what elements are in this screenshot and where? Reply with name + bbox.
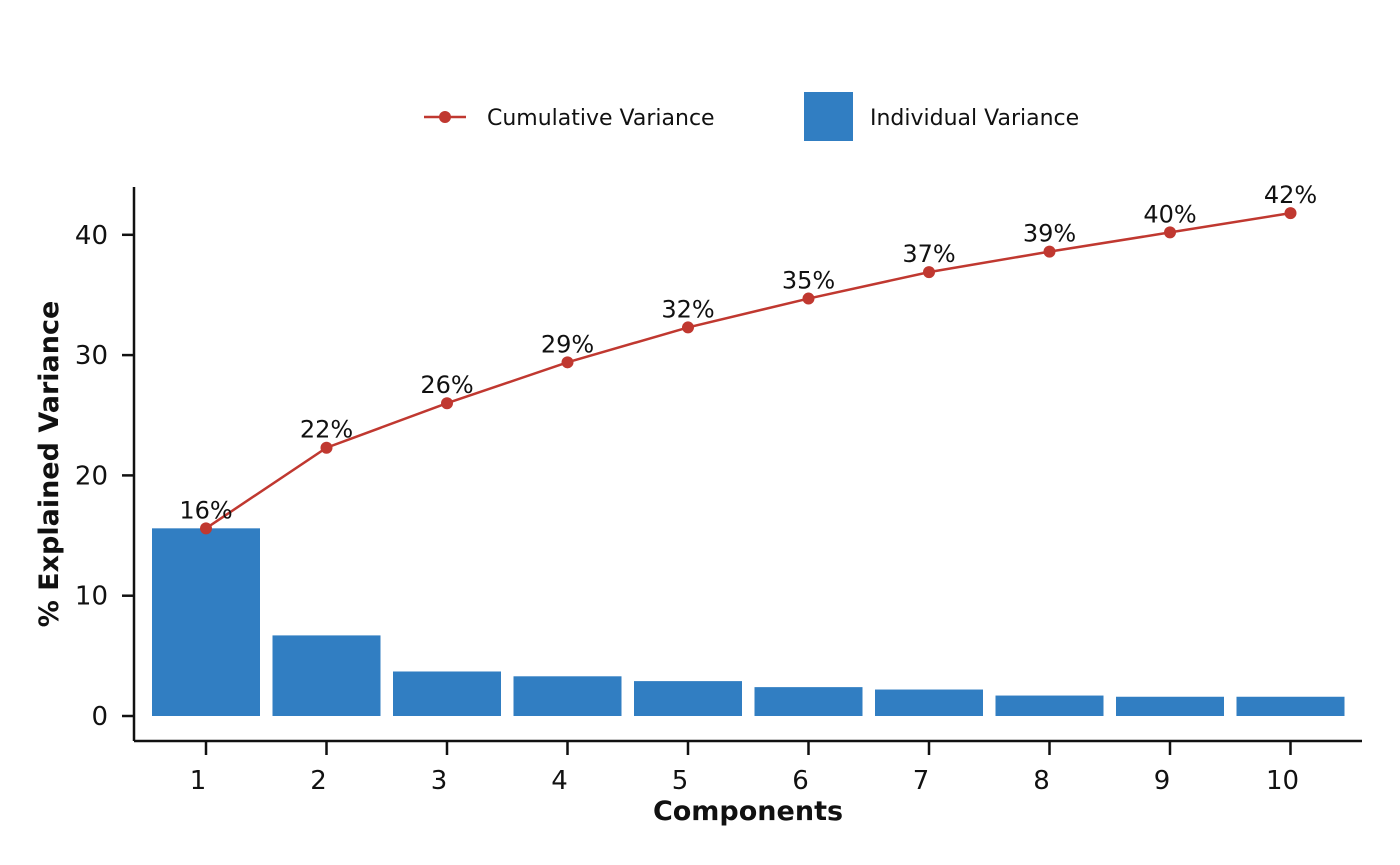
cumulative-label-10: 42% [1264,181,1317,209]
x-tick-label-9: 9 [1154,766,1171,796]
legend-individual-swatch [804,92,853,141]
bar-component-5 [634,681,742,716]
x-tick-label-6: 6 [792,766,809,796]
cumulative-point-10 [1284,207,1297,220]
bar-component-3 [393,671,501,716]
bar-component-7 [875,689,983,716]
cumulative-line-layer [200,207,1297,535]
cumulative-label-2: 22% [300,416,353,444]
bar-component-1 [152,528,260,716]
x-axis-title: Components [653,796,843,827]
bar-component-8 [995,695,1104,716]
cumulative-label-5: 32% [661,295,714,323]
cumulative-point-7 [923,266,935,279]
bars-layer [152,528,1345,716]
cumulative-label-7: 37% [902,240,955,268]
data-labels: 16% 22% 26% 29% 32% 35% 37% 39% 40% 42% [179,181,1317,524]
legend-individual-label: Individual Variance [870,106,1079,131]
legend-cumulative-marker [439,111,451,123]
y-tick-label-10: 10 [75,582,108,612]
cumulative-label-4: 29% [541,330,594,358]
cumulative-point-1 [200,522,212,535]
x-tick-label-4: 4 [551,766,568,796]
x-tick-label-2: 2 [310,766,327,796]
legend-cumulative-label: Cumulative Variance [487,106,715,131]
cumulative-point-6 [802,292,815,305]
cumulative-label-1: 16% [179,496,232,524]
x-tick-label-10: 10 [1266,766,1299,796]
cumulative-point-4 [561,356,574,369]
cumulative-label-9: 40% [1143,200,1196,228]
x-tick-label-8: 8 [1033,766,1050,796]
cumulative-point-8 [1043,245,1056,258]
bar-component-2 [272,635,381,716]
legend: Cumulative Variance Individual Variance [424,92,1079,141]
x-tick-label-5: 5 [672,766,689,796]
cumulative-point-3 [441,397,453,410]
bar-component-10 [1236,696,1345,716]
cumulative-variance-line [205,211,1291,530]
x-tick-label-1: 1 [190,766,207,796]
y-tick-label-20: 20 [75,461,108,491]
x-ticks: 1 2 3 4 5 6 7 8 9 10 [190,741,1299,796]
x-tick-label-3: 3 [431,766,448,796]
cumulative-point-9 [1164,226,1176,239]
y-ticks: 0 10 20 30 40 [75,221,134,732]
bar-component-6 [754,687,863,716]
cumulative-label-3: 26% [420,371,473,399]
y-tick-label-40: 40 [75,221,108,251]
bar-component-9 [1116,696,1224,716]
y-tick-label-30: 30 [75,341,108,371]
cumulative-label-6: 35% [782,267,835,295]
x-tick-label-7: 7 [913,766,930,796]
cumulative-label-8: 39% [1023,220,1076,248]
bar-component-4 [513,676,622,716]
cumulative-point-2 [320,441,333,454]
y-tick-label-0: 0 [91,702,108,732]
cumulative-point-5 [682,321,694,334]
y-axis-title: % Explained Variance [34,301,65,628]
